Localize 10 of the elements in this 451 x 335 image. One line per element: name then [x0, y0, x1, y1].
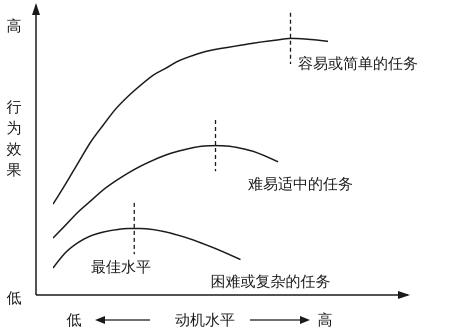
series-label: 困难或复杂的任务: [210, 274, 330, 291]
series-label: 容易或简单的任务: [298, 55, 418, 72]
text: 低: [6, 291, 22, 307]
text: 高: [318, 312, 332, 329]
y-axis-title: 行为效果: [6, 100, 22, 179]
series-label: 难易适中的任务: [247, 176, 353, 193]
annotation: 最佳水平: [91, 259, 151, 276]
text: 高: [6, 18, 22, 35]
text: 低: [66, 313, 82, 329]
x-axis-title: 动机水平: [175, 312, 235, 329]
